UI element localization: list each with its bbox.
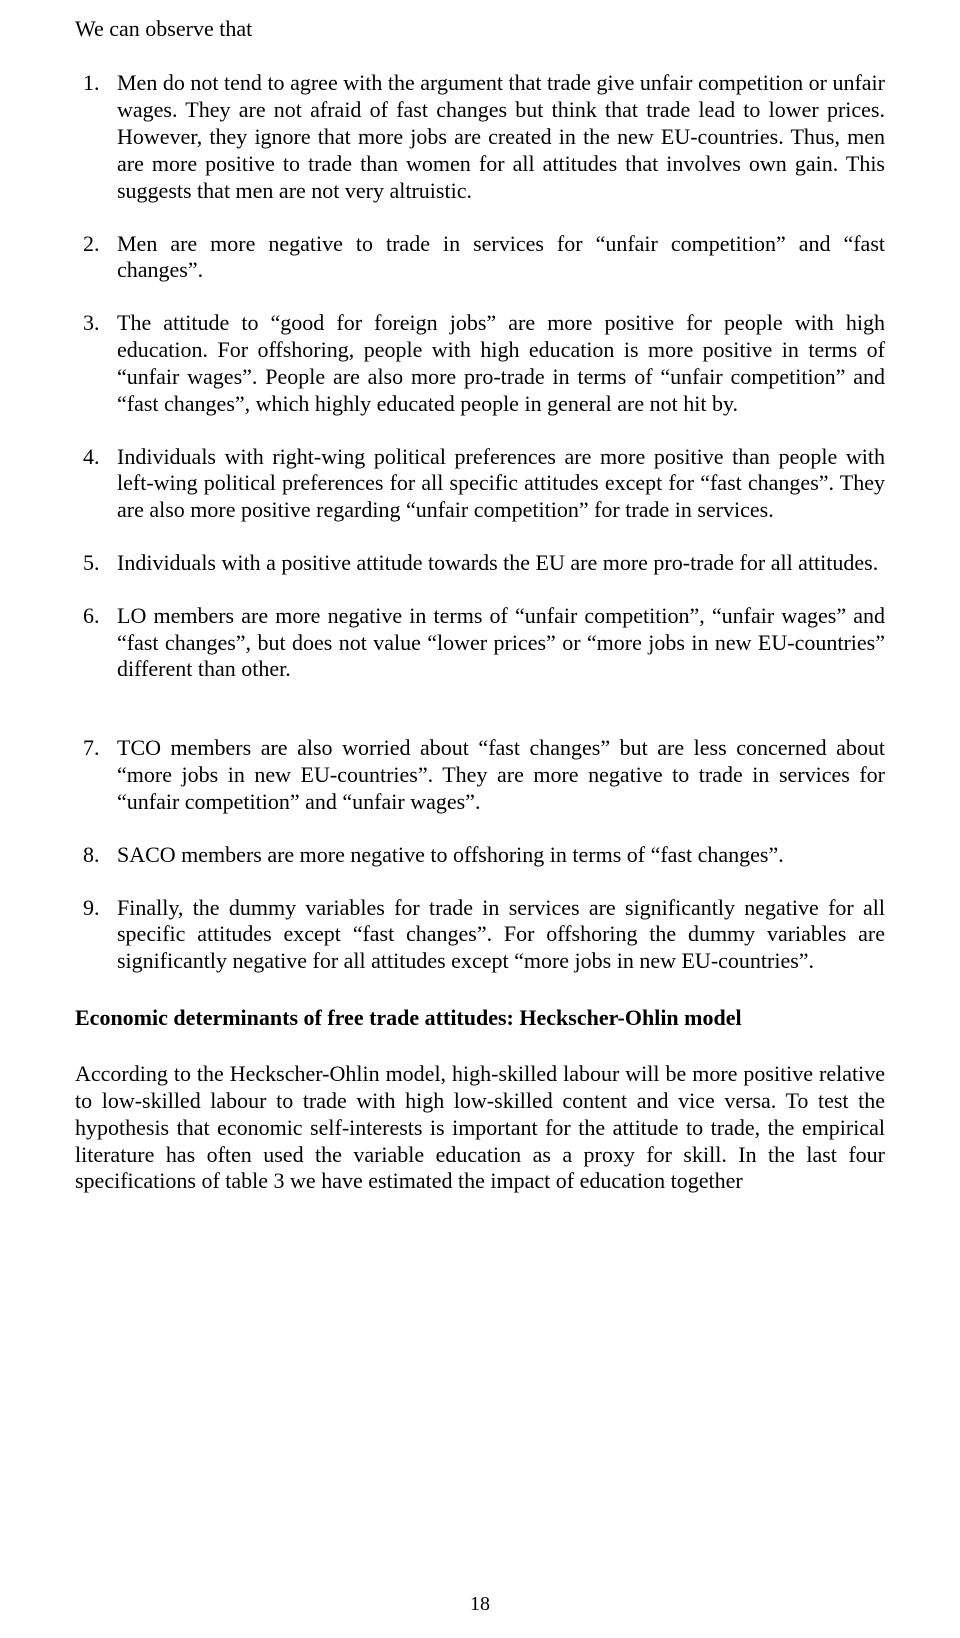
list-text: TCO members are also worried about “fast… [117,735,885,815]
list-text: The attitude to “good for foreign jobs” … [117,310,885,417]
list-item: 6. LO members are more negative in terms… [75,603,885,683]
section-heading: Economic determinants of free trade atti… [75,1005,885,1031]
list-item: 3. The attitude to “good for foreign job… [75,310,885,417]
list-number: 3. [75,310,117,417]
page-number: 18 [0,1593,960,1616]
list-item: 7. TCO members are also worried about “f… [75,735,885,815]
list-item: 5. Individuals with a positive attitude … [75,550,885,577]
body-paragraph: According to the Heckscher-Ohlin model, … [75,1061,885,1195]
list-number: 9. [75,895,117,975]
list-text: Individuals with a positive attitude tow… [117,550,885,577]
intro-line: We can observe that [75,16,885,42]
list-number: 7. [75,735,117,815]
list-item: 9. Finally, the dummy variables for trad… [75,895,885,975]
list-item: 1. Men do not tend to agree with the arg… [75,70,885,204]
list-number: 8. [75,842,117,869]
list-item: 4. Individuals with right-wing political… [75,444,885,524]
list-number: 4. [75,444,117,524]
list-item: 2. Men are more negative to trade in ser… [75,231,885,285]
list-number: 1. [75,70,117,204]
list-text: Men do not tend to agree with the argume… [117,70,885,204]
document-page: We can observe that 1. Men do not tend t… [0,0,960,1638]
list-number: 2. [75,231,117,285]
list-text: Individuals with right-wing political pr… [117,444,885,524]
numbered-list: 1. Men do not tend to agree with the arg… [75,70,885,975]
list-number: 5. [75,550,117,577]
list-text: Finally, the dummy variables for trade i… [117,895,885,975]
list-text: SACO members are more negative to offsho… [117,842,885,869]
list-number: 6. [75,603,117,683]
list-item: 8. SACO members are more negative to off… [75,842,885,869]
list-text: Men are more negative to trade in servic… [117,231,885,285]
list-text: LO members are more negative in terms of… [117,603,885,683]
